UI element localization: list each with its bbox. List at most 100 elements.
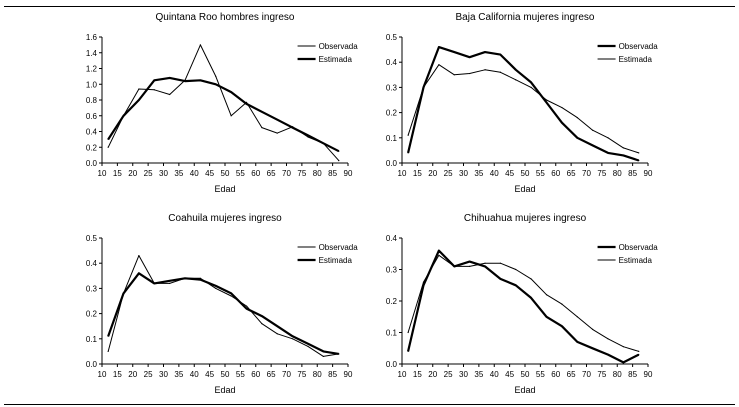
x-tick-label: 60 (551, 169, 560, 178)
data-point-observada (138, 88, 140, 90)
legend-label-observada: Observada (319, 42, 359, 51)
data-point-observada (422, 284, 425, 286)
data-point-estimada (438, 254, 440, 256)
data-point-estimada (307, 134, 309, 137)
x-tick-label: 80 (613, 370, 622, 379)
x-tick-label: 30 (459, 169, 468, 178)
data-point-observada (530, 297, 532, 299)
data-point-observada (592, 347, 594, 349)
x-tick-label: 20 (428, 370, 437, 379)
x-tick-label: 35 (174, 370, 183, 379)
x-tick-label: 15 (113, 169, 122, 178)
legend-label-estimada: Estimada (619, 256, 653, 265)
y-tick-label: 0.4 (386, 234, 398, 243)
x-tick-label: 90 (344, 370, 353, 379)
data-point-observada (199, 44, 201, 46)
y-tick-label: 0.4 (86, 259, 98, 268)
data-point-estimada (292, 126, 294, 129)
data-point-observada (338, 160, 340, 162)
data-point-observada (561, 122, 563, 124)
data-point-estimada (592, 328, 594, 330)
x-tick-label: 75 (297, 370, 306, 379)
data-point-estimada (453, 265, 455, 267)
data-point-observada (107, 146, 109, 148)
x-tick-label: 40 (490, 370, 499, 379)
x-tick-label: 30 (459, 370, 468, 379)
series-line-estimada (107, 272, 339, 355)
series-line-observada (107, 44, 340, 161)
data-point-estimada (515, 268, 517, 271)
data-point-estimada (122, 115, 125, 117)
x-tick-label: 35 (174, 169, 183, 178)
data-point-observada (230, 115, 232, 117)
x-tick-label: 85 (328, 169, 337, 178)
series-line-observada (407, 45, 640, 162)
data-point-observada (107, 350, 109, 352)
x-axis-label: Edad (214, 385, 235, 395)
data-point-estimada (122, 292, 125, 295)
series-line-estimada (107, 76, 340, 153)
x-axis-label: Edad (214, 184, 235, 194)
y-tick-label: 0.0 (386, 360, 398, 369)
y-tick-label: 1.4 (86, 49, 98, 58)
x-tick-label: 15 (413, 169, 422, 178)
x-tick-label: 45 (505, 370, 514, 379)
data-point-estimada (245, 307, 248, 310)
x-tick-label: 25 (144, 370, 153, 379)
x-tick-label: 70 (282, 169, 291, 178)
x-tick-label: 45 (205, 370, 214, 379)
data-point-estimada (545, 99, 548, 101)
legend-label-observada: Observada (319, 243, 359, 252)
x-axis-label: Edad (514, 385, 535, 395)
x-tick-label: 75 (297, 169, 306, 178)
data-point-observada (307, 345, 309, 347)
y-tick-label: 0.3 (386, 266, 398, 275)
data-point-estimada (638, 350, 640, 352)
data-point-observada (215, 287, 217, 289)
data-point-observada (484, 51, 486, 53)
y-tick-label: 0.4 (386, 58, 398, 67)
data-point-estimada (107, 138, 109, 140)
data-point-estimada (322, 350, 324, 352)
data-point-estimada (499, 71, 501, 73)
chart-panel-3: Coahuila mujeres ingreso 0.0 0.1 0.2 0.3 0.4 0… (86, 213, 358, 395)
data-point-estimada (561, 106, 563, 109)
x-axis-label: Edad (514, 184, 535, 194)
y-tick-label: 0.5 (86, 234, 98, 243)
x-tick-label: 25 (444, 370, 453, 379)
data-point-estimada (438, 64, 440, 66)
data-point-observada (438, 250, 440, 252)
y-tick-label: 0.3 (86, 284, 98, 293)
data-point-estimada (230, 91, 232, 93)
data-point-estimada (469, 265, 471, 267)
y-tick-label: 1.6 (86, 33, 98, 42)
y-tick-label: 0.6 (86, 112, 98, 121)
x-tick-label: 30 (159, 370, 168, 379)
data-point-observada (576, 341, 578, 343)
data-point-observada (607, 152, 609, 154)
x-tick-label: 40 (190, 370, 199, 379)
legend-label-estimada: Estimada (319, 55, 353, 64)
x-tick-label: 65 (567, 370, 576, 379)
data-point-estimada (622, 147, 625, 149)
x-tick-label: 15 (113, 370, 122, 379)
chart-title: Baja California mujeres ingreso (456, 12, 595, 23)
y-tick-label: 0.0 (86, 360, 98, 369)
x-tick-label: 20 (128, 370, 137, 379)
data-point-estimada (530, 278, 532, 280)
data-point-observada (469, 261, 471, 263)
x-tick-label: 35 (474, 169, 483, 178)
y-tick-label: 1.2 (86, 65, 98, 74)
x-tick-label: 85 (328, 370, 337, 379)
data-point-observada (561, 325, 563, 327)
x-tick-label: 25 (444, 169, 453, 178)
data-point-observada (499, 54, 501, 56)
data-point-observada (545, 316, 548, 318)
x-tick-label: 65 (267, 370, 276, 379)
data-point-observada (169, 282, 171, 284)
data-point-estimada (607, 137, 609, 139)
data-point-observada (230, 295, 232, 297)
data-point-estimada (422, 281, 425, 283)
data-point-observada (322, 355, 324, 358)
x-tick-label: 80 (613, 169, 622, 178)
